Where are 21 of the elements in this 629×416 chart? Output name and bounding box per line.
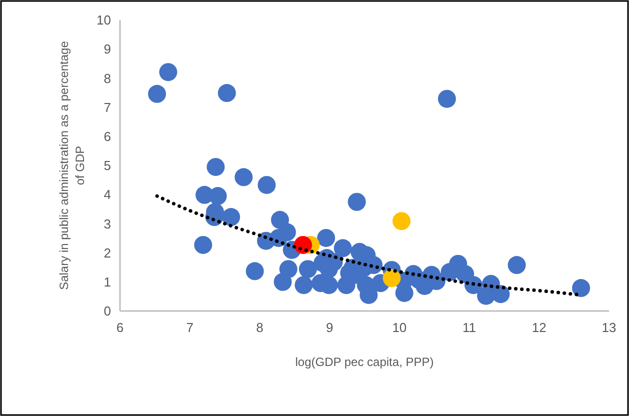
- x-axis-title: log(GDP pec capita, PPP): [295, 355, 434, 369]
- y-tick-label: 6: [104, 128, 111, 144]
- x-tick-label: 12: [532, 320, 546, 335]
- x-tick-label: 13: [602, 320, 616, 335]
- x-tick-label: 8: [256, 320, 264, 335]
- y-tick-label: 8: [104, 70, 111, 86]
- y-tick-label: 5: [104, 158, 111, 174]
- x-tick-label: 9: [326, 320, 334, 335]
- x-tick-label: 6: [116, 320, 124, 335]
- y-tick-label: 3: [104, 216, 111, 232]
- y-tick-label: 1: [104, 274, 111, 290]
- x-tick-label: 7: [186, 320, 194, 335]
- y-tick-label: 10: [96, 12, 111, 28]
- y-tick-label: 4: [104, 187, 111, 202]
- x-tick-label: 11: [462, 320, 476, 335]
- x-tick-label: 10: [392, 320, 407, 335]
- y-tick-label: 0: [104, 304, 111, 319]
- y-tick-label: 7: [104, 100, 111, 115]
- y-tick-label: 9: [104, 42, 111, 57]
- y-axis-title: Salary in public administration as a percentage of GDP: [57, 40, 87, 290]
- y-tick-label: 2: [104, 245, 111, 260]
